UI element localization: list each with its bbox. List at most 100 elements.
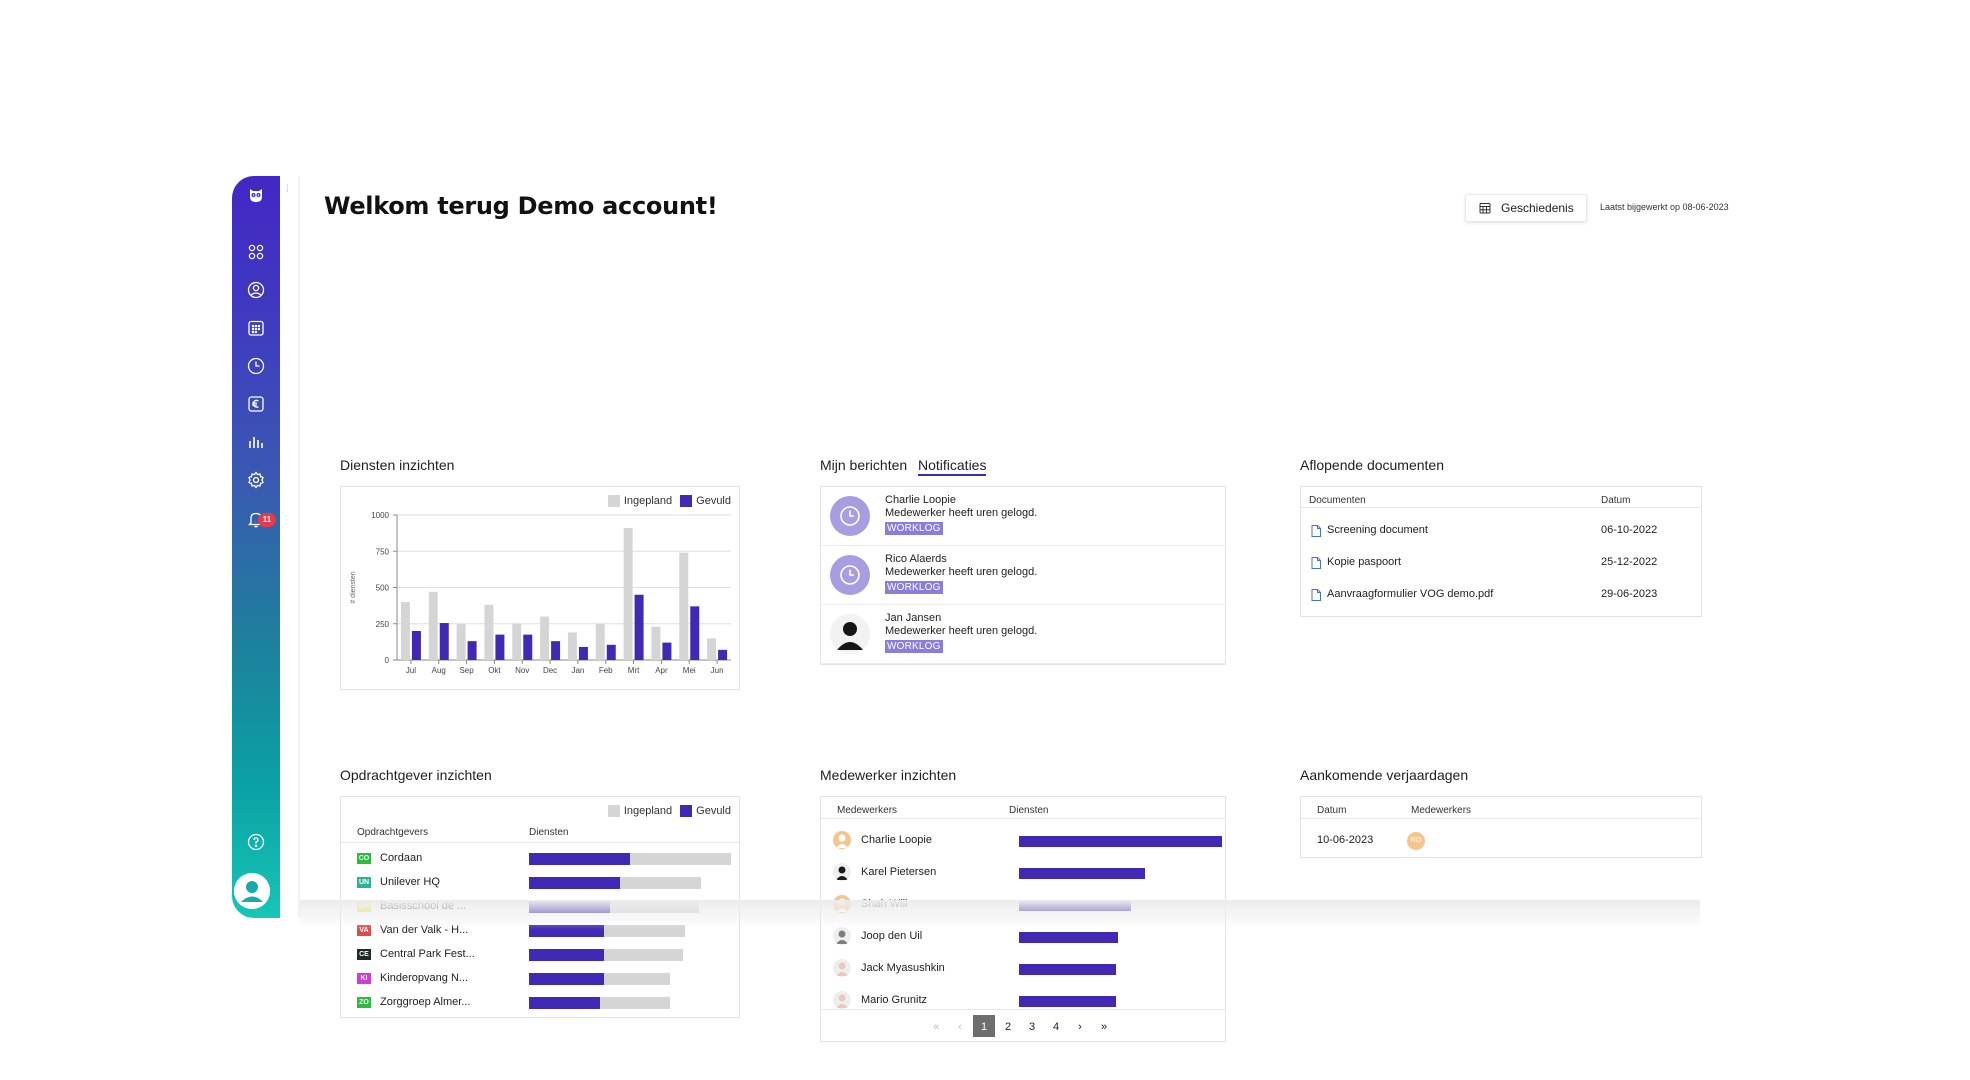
employee-row[interactable]: Karel Pietersen	[833, 863, 1223, 883]
calendar-icon[interactable]	[247, 319, 265, 337]
user-avatar-icon[interactable]	[234, 873, 270, 909]
page-prev-button[interactable]: ‹	[949, 1015, 971, 1037]
page-button-3[interactable]: 3	[1021, 1015, 1043, 1037]
client-badge: CO	[357, 853, 371, 864]
document-name[interactable]: Aanvraagformulier VOG demo.pdf	[1327, 588, 1494, 600]
user-circle-icon[interactable]	[247, 281, 265, 299]
tab-notifications[interactable]: Notificaties	[918, 457, 987, 476]
client-badge: UN	[357, 877, 371, 888]
tab-my-messages[interactable]: Mijn berichten	[820, 457, 908, 473]
employee-row[interactable]: Joop den Uil	[833, 927, 1223, 947]
client-row[interactable]: CE Central Park Fest...	[357, 947, 737, 963]
filled-bar	[529, 877, 620, 889]
page-next-button[interactable]: ›	[1069, 1015, 1091, 1037]
x-tick-label: Nov	[515, 666, 529, 675]
legend-item-filled[interactable]: Gevuld	[680, 495, 731, 507]
notification-text: Medewerker heeft uren gelogd.	[885, 507, 1038, 519]
last-updated-text: Laatst bijgewerkt op 08-06-2023	[1600, 202, 1729, 212]
document-icon	[1311, 588, 1321, 601]
bar-filled	[551, 641, 561, 660]
client-row[interactable]: UN Unilever HQ	[357, 875, 737, 891]
client-row[interactable]: ZO Zorggroep Almer...	[357, 995, 737, 1011]
legend-item-planned[interactable]: Ingepland	[607, 495, 672, 507]
notification-item[interactable]: Jan Jansen Medewerker heeft uren gelogd. W…	[821, 605, 1225, 664]
page-last-button[interactable]: »	[1093, 1015, 1115, 1037]
page-title: Welkom terug Demo account!	[324, 192, 718, 220]
page-button-1[interactable]: 1	[973, 1015, 995, 1037]
employee-row[interactable]: Jack Myasushkin	[833, 959, 1223, 979]
employee-name: Mario Grunitz	[861, 994, 928, 1006]
employee-services-bar	[1019, 868, 1145, 879]
page-button-2[interactable]: 2	[997, 1015, 1019, 1037]
document-name[interactable]: Screening document	[1327, 524, 1428, 536]
page-button-4[interactable]: 4	[1045, 1015, 1067, 1037]
filled-bar	[529, 853, 630, 865]
x-tick-label: Mei	[683, 666, 696, 675]
filled-bar	[529, 973, 604, 985]
bar-filled	[523, 634, 533, 660]
services-title: Diensten inzichten	[340, 457, 455, 473]
notification-item[interactable]: Charlie Loopie Medewerker heeft uren gelo…	[821, 487, 1225, 546]
col-documents: Documenten	[1309, 495, 1366, 506]
employee-name: Jack Myasushkin	[861, 962, 945, 974]
sidebar: 11	[232, 176, 280, 918]
bar-chart-icon[interactable]	[247, 433, 265, 451]
history-button[interactable]: Geschiedenis	[1465, 194, 1587, 222]
bar-planned	[540, 616, 550, 660]
x-tick-label: Feb	[599, 666, 613, 675]
help-icon[interactable]	[247, 833, 265, 851]
col-clients: Opdrachtgevers	[357, 827, 429, 838]
page-first-button[interactable]: «	[925, 1015, 947, 1037]
employee-avatar-icon	[833, 831, 851, 849]
employee-avatar-icon	[833, 991, 851, 1009]
owl-logo-icon[interactable]	[247, 186, 265, 204]
bar-filled	[634, 594, 644, 660]
notification-text: Medewerker heeft uren gelogd.	[885, 566, 1038, 578]
client-row[interactable]: CO Cordaan	[357, 851, 737, 867]
filled-bar	[529, 949, 604, 961]
legend-item-planned[interactable]: Ingepland	[607, 805, 672, 817]
clients-title: Opdrachtgever inzichten	[340, 767, 492, 783]
col-services: Diensten	[1009, 805, 1049, 816]
birthdays-card: Datum Medewerkers 10-06-2023 RO	[1300, 796, 1702, 858]
clock-icon	[830, 496, 870, 536]
sidebar-resize-handle[interactable]: ⁞	[286, 184, 289, 195]
clients-legend: Ingepland Gevuld	[607, 805, 731, 817]
sidebar-divider	[298, 176, 300, 918]
dashboard-grid-icon[interactable]	[247, 243, 265, 261]
y-tick-label: 1000	[371, 511, 389, 520]
document-date: 25-12-2022	[1601, 556, 1658, 568]
notification-sender: Jan Jansen	[885, 612, 942, 624]
services-chart-card: Ingepland Gevuld 0 250 500 750 1000 # dienste…	[340, 486, 740, 690]
birthday-avatar[interactable]: RO	[1407, 832, 1425, 850]
legend-item-filled[interactable]: Gevuld	[680, 805, 731, 817]
col-date: Datum	[1601, 495, 1631, 506]
notification-sender: Charlie Loopie	[885, 494, 956, 506]
notification-item[interactable]: Rico Alaerds Medewerker heeft uren gelogd…	[821, 546, 1225, 605]
clock-icon[interactable]	[247, 357, 265, 375]
gear-icon[interactable]	[247, 471, 265, 489]
employee-row[interactable]: Mario Grunitz	[833, 991, 1223, 1011]
bar-filled	[578, 646, 588, 660]
bar-filled	[439, 623, 449, 660]
col-employees: Medewerkers	[837, 805, 898, 816]
col-services: Diensten	[529, 827, 569, 838]
employee-avatar-icon	[833, 863, 851, 881]
client-name: Cordaan	[380, 852, 423, 864]
employee-name: Karel Pietersen	[861, 866, 937, 878]
documents-card: Documenten Datum Screening document 06-10…	[1300, 486, 1702, 617]
x-tick-label: Okt	[488, 666, 501, 675]
employee-services-bar	[1019, 996, 1116, 1007]
bar-planned	[484, 604, 494, 660]
employee-row[interactable]: Charlie Loopie	[833, 831, 1223, 851]
services-legend: Ingepland Gevuld	[607, 495, 731, 507]
client-row[interactable]: KI Kinderopvang N...	[357, 971, 737, 987]
document-icon	[1311, 524, 1321, 537]
euro-icon[interactable]	[247, 395, 265, 413]
birthdays-title: Aankomende verjaardagen	[1300, 767, 1469, 783]
y-tick-label: 0	[385, 656, 390, 665]
y-tick-label: 250	[376, 620, 390, 629]
clock-icon	[830, 555, 870, 595]
document-name[interactable]: Kopie paspoort	[1327, 556, 1401, 568]
notification-text: Medewerker heeft uren gelogd.	[885, 625, 1038, 637]
